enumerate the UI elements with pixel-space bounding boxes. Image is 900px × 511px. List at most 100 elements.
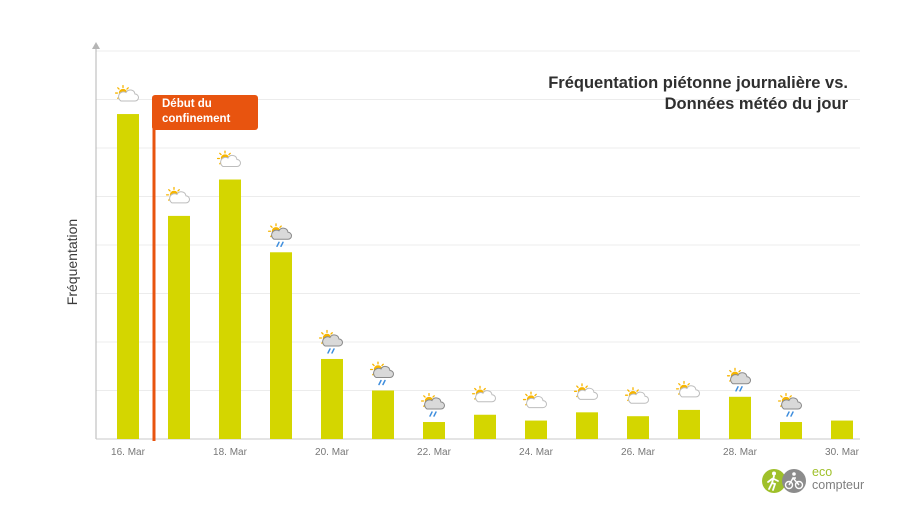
weather-sun-cloud-icon — [522, 391, 547, 409]
rain-drop — [280, 241, 284, 248]
rain-drop — [276, 241, 280, 248]
weather-sun-cloud-icon — [471, 385, 496, 403]
bar — [423, 422, 445, 439]
eco-compteur-logo: eco compteur — [762, 465, 892, 497]
weather-rain-icon — [267, 223, 292, 248]
weather-rain-icon — [726, 367, 751, 392]
bar — [168, 215, 190, 439]
sun-ray — [729, 369, 732, 373]
rain-drop — [739, 386, 743, 392]
weather-rain-icon — [420, 392, 445, 417]
weather-sun-cloud-icon — [165, 186, 190, 204]
sun-ray — [228, 152, 231, 156]
logo-pedestrian-icon — [762, 469, 786, 493]
sun-ray — [636, 389, 639, 392]
sun-ray — [780, 395, 783, 398]
x-tick-label: 26. Mar — [621, 447, 656, 458]
sun-ray — [321, 332, 324, 335]
weather-rain-icon — [318, 329, 343, 354]
rain-drop — [790, 411, 794, 417]
bar — [219, 179, 241, 439]
bar — [525, 420, 547, 439]
sun-ray — [483, 387, 486, 391]
bar — [831, 420, 853, 439]
x-tick-label: 20. Mar — [315, 447, 350, 458]
sun-ray — [381, 363, 384, 367]
bar — [474, 414, 496, 439]
rain-drop — [735, 386, 739, 392]
weather-rain-icon — [777, 392, 802, 417]
logo-cyclist-icon — [782, 469, 806, 493]
sun-ray — [279, 225, 282, 228]
weather-sun-cloud-icon — [675, 380, 700, 398]
rain-drop — [382, 379, 386, 386]
sun-ray — [177, 189, 180, 192]
annotation-line-2: confinement — [162, 113, 231, 125]
sun-ray — [678, 383, 681, 386]
cloud-icon — [424, 397, 445, 410]
sun-ray — [525, 393, 528, 397]
sun-ray — [738, 369, 741, 373]
x-tick-label: 16. Mar — [111, 447, 146, 458]
sun-ray — [687, 383, 690, 386]
cloud-icon — [169, 191, 190, 204]
rain-drop — [331, 348, 335, 354]
sun-ray — [789, 395, 792, 398]
bar — [678, 409, 700, 439]
cloud-icon — [118, 89, 139, 102]
sun-ray — [576, 385, 579, 389]
bar — [780, 422, 802, 439]
logo-compteur-text: compteur — [812, 478, 865, 492]
bar — [117, 114, 139, 440]
weather-sun-cloud-icon — [216, 150, 241, 168]
x-tick-label: 30. Mar — [825, 447, 860, 458]
sun-ray — [432, 395, 435, 398]
bar — [321, 358, 343, 439]
sun-ray — [117, 87, 120, 90]
rain-drop — [327, 348, 331, 354]
sun-ray — [627, 389, 630, 392]
sun-ray — [330, 332, 333, 335]
rain-drop — [786, 411, 790, 417]
bar — [627, 416, 649, 439]
chart-title: Fréquentation piétonne journalière vs. — [548, 74, 848, 92]
weather-sun-cloud-icon — [624, 387, 649, 404]
sun-ray — [423, 395, 426, 398]
sun-ray — [474, 387, 477, 391]
lockdown-annotation-label: Début du confinement — [152, 95, 258, 130]
y-axis-label: Fréquentation — [64, 218, 80, 306]
rain-drop — [429, 411, 433, 417]
bar — [729, 396, 751, 439]
bar — [576, 412, 598, 439]
cloud-icon — [271, 227, 292, 240]
bar — [270, 252, 292, 439]
cloud-icon — [628, 391, 649, 404]
cloud-icon — [475, 390, 496, 403]
bar — [372, 390, 394, 439]
cloud-icon — [220, 154, 241, 168]
weather-sun-cloud-icon — [573, 383, 598, 400]
x-tick-label: 28. Mar — [723, 447, 758, 458]
sun-ray — [219, 152, 222, 156]
weather-sun-cloud-icon — [114, 85, 139, 102]
sun-ray — [372, 363, 375, 367]
cloud-icon — [373, 365, 394, 378]
logo-icons — [762, 469, 806, 493]
cloud-icon — [679, 385, 700, 398]
cloud-icon — [730, 372, 751, 385]
logo-text: eco compteur — [812, 466, 864, 492]
cloud-icon — [322, 334, 343, 347]
weather-rain-icon — [369, 361, 394, 386]
rain-drop — [378, 379, 382, 386]
annotation-line-1: Début du — [162, 98, 212, 110]
logo-eco-text: eco — [812, 465, 833, 479]
y-axis-arrow — [92, 42, 100, 49]
sun-ray — [270, 225, 273, 228]
chart-subtitle: Données météo du jour — [664, 95, 848, 113]
rain-drop — [433, 411, 437, 417]
x-tick-label: 18. Mar — [213, 447, 248, 458]
sun-ray — [534, 393, 537, 397]
x-tick-label: 24. Mar — [519, 447, 554, 458]
